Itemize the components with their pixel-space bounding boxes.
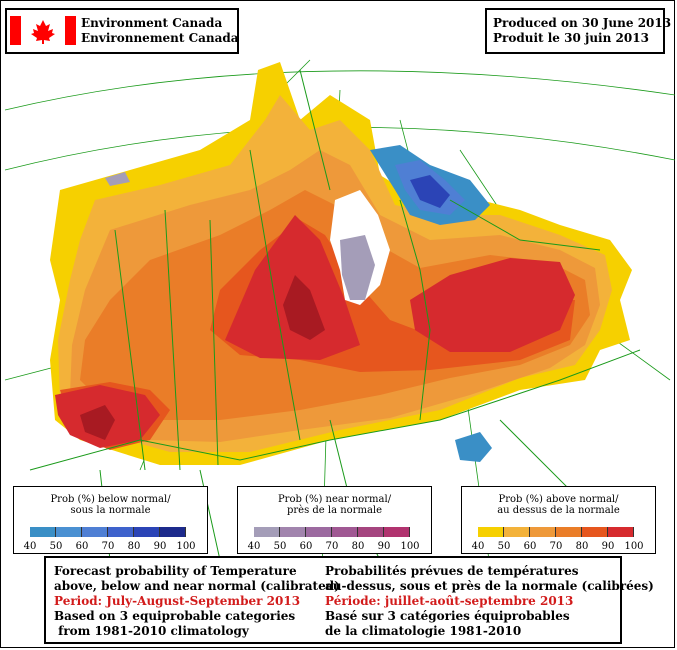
legend-title-en: Prob (%) below normal/ (50, 494, 171, 505)
legend-swatch (504, 527, 530, 537)
description-line: de la climatologie 1981-2010 (325, 624, 522, 638)
legend-tick-label: 90 (153, 541, 167, 552)
legend-swatch (384, 527, 410, 537)
period-label-en: Period: July-August-September 2013 (54, 594, 301, 608)
legend-swatch (56, 527, 82, 537)
legend-swatches (478, 527, 634, 537)
description-line: above, below and near normal (calibrated… (54, 579, 340, 593)
below-normal-region-north (370, 145, 490, 225)
description-line: Probabilités prévues de températures (325, 564, 579, 578)
legend-above-normal: Prob (%) above normal/ au dessus de la n… (461, 486, 656, 554)
legend-swatch (358, 527, 384, 537)
produced-date-en: Produced on 30 June 2013 (493, 16, 672, 30)
legend-tick-label: 40 (247, 541, 261, 552)
legend-swatch (30, 527, 56, 537)
legend-swatch (134, 527, 160, 537)
legend-tick-label: 70 (549, 541, 563, 552)
above-normal-100-region (80, 275, 325, 440)
legend-swatches (254, 527, 410, 537)
legend-swatch (332, 527, 358, 537)
legend-swatch (556, 527, 582, 537)
legend-tick-label: 70 (325, 541, 339, 552)
below-normal-region-east (455, 432, 492, 462)
legend-tick-label: 100 (624, 541, 644, 552)
legend-title-en: Prob (%) near normal/ (277, 494, 392, 505)
legend-tick-label: 40 (471, 541, 485, 552)
hudson-bay-region (330, 190, 390, 305)
legend-title-en: Prob (%) above normal/ (498, 494, 619, 505)
description-box: Forecast probability of Temperature abov… (44, 556, 654, 644)
description-en: Forecast probability of Temperature abov… (54, 564, 340, 639)
legend-swatch (608, 527, 634, 537)
agency-name-en: Environment Canada (81, 16, 223, 30)
legend-tick-label: 60 (523, 541, 537, 552)
production-date-box (485, 8, 665, 54)
legend-tick-label: 80 (575, 541, 589, 552)
legend-tick-label: 80 (127, 541, 141, 552)
legend-swatch (82, 527, 108, 537)
description-line: au-dessus, sous et près de la normale (c… (325, 579, 654, 593)
description-fr: Probabilités prévues de températures au-… (325, 564, 654, 639)
produced-date-fr: Produit le 30 juin 2013 (493, 31, 649, 45)
legend-swatches (30, 527, 186, 537)
legend-tick-label: 70 (101, 541, 115, 552)
description-line: Forecast probability of Temperature (54, 564, 297, 578)
legend-tick-label: 40 (23, 541, 37, 552)
legend-below-normal: Prob (%) below normal/ sous la normale 4… (13, 486, 208, 554)
legend-tick-label: 80 (351, 541, 365, 552)
legend-title-fr: sous la normale (70, 505, 151, 516)
legend-title-fr: près de la normale (286, 505, 383, 516)
legend-swatch (478, 527, 504, 537)
legend-tick-label: 50 (49, 541, 63, 552)
canada-flag-icon (10, 16, 76, 45)
legend-tick-label: 100 (400, 541, 420, 552)
legend-tick-label: 100 (176, 541, 196, 552)
legend-swatch (306, 527, 332, 537)
legend-swatch (160, 527, 186, 537)
description-line: Basé sur 3 catégories équiprobables (325, 609, 570, 623)
legend-tick-label: 60 (299, 541, 313, 552)
legend-title-fr: au dessus de la normale (497, 505, 620, 516)
legend-swatch (108, 527, 134, 537)
legend-tick-label: 50 (497, 541, 511, 552)
legend-tick-label: 50 (273, 541, 287, 552)
description-line: Based on 3 equiprobable categories (54, 609, 296, 623)
description-line: from 1981-2010 climatology (54, 624, 249, 638)
legend-tick-label: 90 (377, 541, 391, 552)
period-label-fr: Période: juillet-août-septembre 2013 (325, 594, 574, 608)
near-normal-region-arctic (105, 172, 130, 186)
legend-swatch (530, 527, 556, 537)
legend-swatch (254, 527, 280, 537)
legend-tick-label: 90 (601, 541, 615, 552)
legend-swatch (280, 527, 306, 537)
legend-swatch (582, 527, 608, 537)
legend-near-normal: Prob (%) near normal/ près de la normale… (237, 486, 432, 554)
agency-name-fr: Environnement Canada (81, 31, 239, 45)
legend-tick-label: 60 (75, 541, 89, 552)
